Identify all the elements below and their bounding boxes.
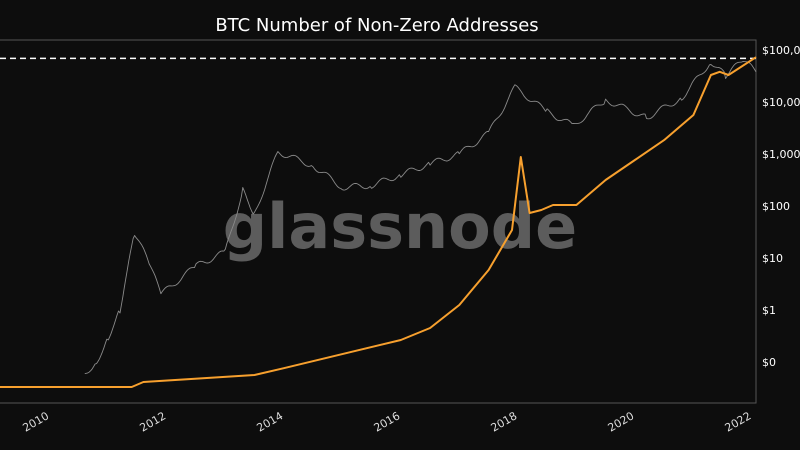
y-tick-label: $0	[762, 356, 776, 369]
x-tick-label: 2022	[723, 409, 754, 434]
chart-title: BTC Number of Non-Zero Addresses	[215, 15, 538, 36]
x-tick-label: 2016	[372, 409, 403, 434]
series-line-1	[0, 56, 757, 388]
y-tick-label: $10	[762, 252, 783, 265]
x-tick-label: 2020	[606, 409, 637, 434]
watermark: glassnode	[223, 190, 577, 263]
y-tick-label: $1	[762, 304, 776, 317]
x-tick-label: 2010	[20, 409, 51, 434]
y-tick-label: $100,000	[762, 44, 800, 57]
x-tick-label: 2014	[255, 409, 286, 434]
y-tick-label: $1,000	[762, 148, 800, 161]
y-tick-label: $100	[762, 200, 790, 213]
y-tick-label: $10,000	[762, 96, 800, 109]
series-line-0	[84, 60, 757, 374]
x-tick-label: 2012	[138, 409, 169, 434]
x-tick-label: 2018	[489, 409, 520, 434]
plot-area	[0, 39, 757, 404]
